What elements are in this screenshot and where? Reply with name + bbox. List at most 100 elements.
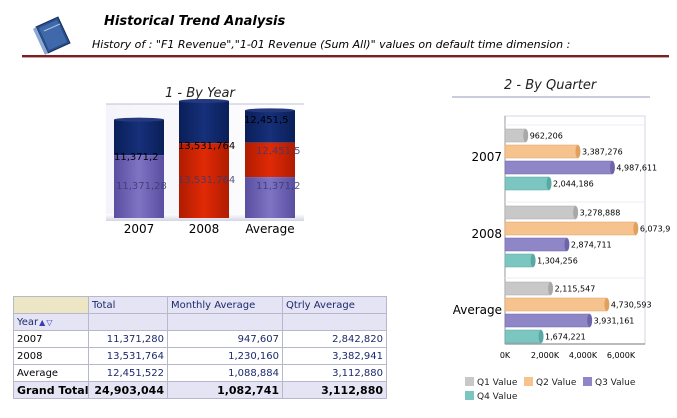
sort-ascending-icon[interactable]: ▲ xyxy=(39,317,46,327)
by-quarter-bar-end-2008-q1 xyxy=(573,206,579,219)
by-year-floor xyxy=(106,214,304,221)
by-year-bar-cap-2007 xyxy=(114,117,164,122)
table-row: Average 12,451,522 1,088,884 3,112,880 xyxy=(13,364,387,382)
by-quarter-plot-area xyxy=(504,115,646,345)
by-quarter-bar-2007-q4[interactable] xyxy=(504,176,550,191)
by-year-top-label-2008: 13,531,764 xyxy=(178,141,235,152)
row-header-year[interactable]: Year▲▽ xyxy=(13,313,89,331)
legend-item-q1[interactable]: Q1 Value xyxy=(465,377,517,388)
page-title: Historical Trend Analysis xyxy=(104,14,286,29)
legend-label-q4: Q4 Value xyxy=(477,392,518,402)
by-quarter-bar-2007-q1[interactable] xyxy=(504,128,526,143)
by-quarter-bar-2008-q4[interactable] xyxy=(504,253,534,268)
by-quarter-bar-end-2007-q1 xyxy=(523,129,529,142)
total-cell-total: 24,903,044 xyxy=(88,381,168,399)
header-divider xyxy=(22,55,669,58)
by-quarter-x-tick-6000k: 6,000K xyxy=(607,351,636,360)
by-quarter-data-label-2007-q2: 3,387,276 xyxy=(582,148,623,157)
table-empty-cell xyxy=(88,313,168,331)
legend-swatch-q1 xyxy=(465,377,474,386)
legend-label-q2: Q2 Value xyxy=(536,378,577,388)
cell-monthly-average: 947,607 xyxy=(167,330,283,348)
by-year-overlay-label-average-1: 12,451,5 xyxy=(256,146,301,157)
legend-label-q1: Q1 Value xyxy=(477,378,518,388)
by-quarter-x-tick-4000k: 4,000K xyxy=(569,351,598,360)
total-cell-monthly-average: 1,082,741 xyxy=(167,381,283,399)
sort-descending-icon[interactable]: ▽ xyxy=(46,317,53,327)
by-quarter-chart-title: 2 - By Quarter xyxy=(504,78,597,93)
by-quarter-data-label-2008-q3: 2,874,711 xyxy=(571,241,612,250)
table-subheader-row: Year▲▽ xyxy=(13,313,387,331)
by-quarter-bar-end-average-q2 xyxy=(604,298,610,311)
by-quarter-bar-2008-q1[interactable] xyxy=(504,205,576,220)
by-quarter-bar-average-q1[interactable] xyxy=(504,281,551,296)
legend-swatch-q4 xyxy=(465,391,474,400)
by-year-overlay-label-2008: 13,531,764 xyxy=(178,175,235,186)
legend-item-q4[interactable]: Q4 Value xyxy=(465,391,517,402)
by-quarter-bar-2007-q2[interactable] xyxy=(504,144,579,159)
by-year-bar-2007-top[interactable] xyxy=(114,119,164,156)
row-label: 2007 xyxy=(13,330,89,348)
cell-monthly-average: 1,088,884 xyxy=(167,364,283,382)
table-empty-cell xyxy=(282,313,387,331)
legend-item-q2[interactable]: Q2 Value xyxy=(524,377,576,388)
by-quarter-data-label-2008-q2: 6,073,9 xyxy=(640,225,671,234)
by-year-bar-2008[interactable] xyxy=(179,143,229,218)
by-quarter-data-label-2007-q3: 4,987,611 xyxy=(616,164,657,173)
by-quarter-y-tick-2008: 2008 xyxy=(471,227,502,241)
by-quarter-bar-2007-q3[interactable] xyxy=(504,160,613,175)
by-year-bar-2008-top[interactable] xyxy=(179,101,229,144)
by-year-bar-average[interactable] xyxy=(245,177,295,218)
by-year-bar-cap-average xyxy=(245,108,295,113)
cell-total: 13,531,764 xyxy=(88,347,168,365)
total-row-label: Grand Total xyxy=(13,381,89,399)
by-year-bar-2007[interactable] xyxy=(114,155,164,218)
by-year-x-tick-2008: 2008 xyxy=(189,222,220,236)
by-quarter-data-label-2007-q4: 2,044,186 xyxy=(553,180,594,189)
by-quarter-title-underline xyxy=(452,96,650,98)
cell-total: 12,451,522 xyxy=(88,364,168,382)
row-label: 2008 xyxy=(13,347,89,365)
by-quarter-data-label-average-q2: 4,730,593 xyxy=(611,301,652,310)
legend-swatch-q3 xyxy=(583,377,592,386)
by-year-bar-average-middle[interactable] xyxy=(245,142,295,178)
by-year-overlay-label-2007: 11,371,28 xyxy=(116,181,167,192)
by-quarter-data-label-2007-q1: 962,206 xyxy=(530,132,563,141)
by-quarter-data-label-2008-q4: 1,304,256 xyxy=(537,257,578,266)
table-total-row: Grand Total 24,903,044 1,082,741 3,112,8… xyxy=(13,381,387,399)
by-quarter-bar-average-q2[interactable] xyxy=(504,297,608,312)
by-quarter-bar-end-average-q3 xyxy=(587,314,593,327)
table-header-row: Total Monthly Average Qtrly Average xyxy=(13,296,387,314)
by-year-top-label-2007: 11,371,2 xyxy=(114,152,159,163)
by-quarter-y-tick-average: Average xyxy=(453,303,502,317)
cell-qtrly-average: 2,842,820 xyxy=(282,330,387,348)
column-header-qtrly-average[interactable]: Qtrly Average xyxy=(282,296,387,314)
by-quarter-bar-average-q3[interactable] xyxy=(504,313,590,328)
by-quarter-bar-end-2008-q2 xyxy=(633,222,639,235)
by-quarter-bar-average-q4[interactable] xyxy=(504,329,542,344)
by-year-bar-average-top[interactable] xyxy=(245,110,295,143)
by-quarter-bar-2008-q2[interactable] xyxy=(504,221,637,236)
table-row: 2007 11,371,280 947,607 2,842,820 xyxy=(13,330,387,348)
legend-swatch-q2 xyxy=(524,377,533,386)
by-quarter-data-label-average-q4: 1,674,221 xyxy=(545,333,586,342)
row-header-year-label: Year xyxy=(17,316,39,328)
by-quarter-x-tick-0k: 0K xyxy=(500,351,511,360)
legend-label-q3: Q3 Value xyxy=(595,378,636,388)
by-quarter-bar-end-average-q1 xyxy=(548,282,554,295)
cell-total: 11,371,280 xyxy=(88,330,168,348)
by-quarter-bar-end-average-q4 xyxy=(538,330,544,343)
column-header-total[interactable]: Total xyxy=(88,296,168,314)
table-corner xyxy=(13,296,89,314)
by-quarter-bar-end-2007-q3 xyxy=(609,161,615,174)
cell-qtrly-average: 3,382,941 xyxy=(282,347,387,365)
by-year-plot-wall xyxy=(106,104,304,217)
by-year-overlay-label-average-2: 11,371,2 xyxy=(256,181,301,192)
legend-item-q3[interactable]: Q3 Value xyxy=(583,377,635,388)
by-year-chart-title: 1 - By Year xyxy=(165,86,235,101)
by-quarter-bar-2008-q3[interactable] xyxy=(504,237,568,252)
by-quarter-data-label-2008-q1: 3,278,888 xyxy=(580,209,621,218)
column-header-monthly-average[interactable]: Monthly Average xyxy=(167,296,283,314)
total-cell-qtrly-average: 3,112,880 xyxy=(282,381,387,399)
data-table: Total Monthly Average Qtrly Average Year… xyxy=(13,296,387,399)
